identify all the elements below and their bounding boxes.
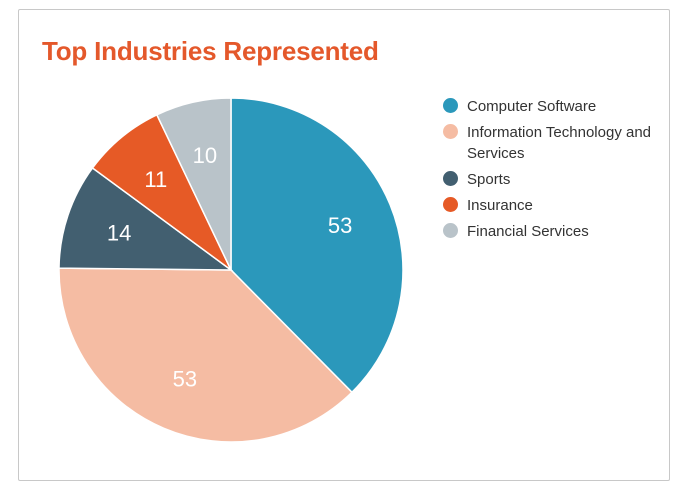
chart-legend: Computer Software Information Technology … <box>443 96 663 247</box>
chart-title: Top Industries Represented <box>42 36 379 66</box>
legend-label: Information Technology and Services <box>467 124 652 162</box>
chart-card: Top Industries Represented 53 53 14 11 10 Co… <box>18 9 670 481</box>
legend-item: Financial Services <box>443 221 663 242</box>
pie-slice-4 <box>155 97 232 271</box>
legend-swatch <box>443 98 458 113</box>
legend-swatch <box>443 124 458 139</box>
pie-slice-0 <box>230 97 404 394</box>
legend-swatch <box>443 197 458 212</box>
legend-item: Computer Software <box>443 96 663 117</box>
legend-label: Computer Software <box>467 98 597 115</box>
slice-value-label: 53 <box>328 213 352 238</box>
legend-label: Insurance <box>467 197 533 214</box>
slice-value-label: 11 <box>144 167 167 192</box>
legend-swatch <box>443 171 458 186</box>
pie-chart: 53 53 14 11 10 <box>58 97 404 443</box>
legend-label: Financial Services <box>467 223 589 240</box>
slice-value-label: 10 <box>193 143 217 168</box>
legend-label: Sports <box>467 171 511 188</box>
legend-item: Information Technology and Services <box>443 122 663 164</box>
slice-value-label: 53 <box>173 367 197 392</box>
slice-value-label: 14 <box>107 221 131 246</box>
pie-slice-1 <box>58 267 354 443</box>
legend-item: Insurance <box>443 195 663 216</box>
pie-slice-2 <box>58 166 234 271</box>
legend-swatch <box>443 223 458 238</box>
legend-item: Sports <box>443 169 663 190</box>
